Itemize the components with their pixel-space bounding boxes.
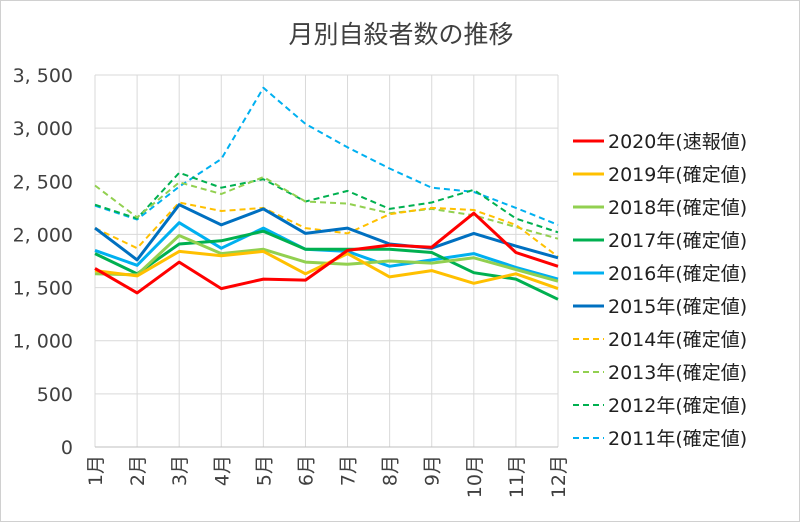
legend-label: 2019年(確定値) — [608, 164, 747, 186]
axes: 0 500 1, 000 1, 500 2, 000 2, 500 3, 000 3, 500… — [13, 65, 570, 498]
x-tick-label: 1月 — [85, 455, 107, 486]
x-tick-label: 10月 — [464, 455, 486, 498]
legend-label: 2012年(確定値) — [608, 395, 747, 417]
legend-label: 2020年(速報値) — [608, 131, 747, 153]
chart-title: 月別自殺者数の推移 — [288, 20, 513, 49]
x-tick-label: 4月 — [211, 455, 233, 486]
legend-label: 2018年(確定値) — [608, 197, 747, 219]
y-tick-label: 3, 500 — [13, 65, 73, 87]
series-line — [94, 229, 559, 301]
x-tick-label: 9月 — [422, 455, 444, 486]
x-tick-label: 2月 — [127, 455, 149, 486]
y-tick-label: 2, 500 — [13, 171, 73, 193]
x-tick-label: 5月 — [253, 455, 275, 486]
series-line — [94, 211, 559, 295]
legend-label: 2016年(確定値) — [608, 263, 747, 285]
x-tick-label: 3月 — [169, 455, 191, 486]
legend-label: 2017年(確定値) — [608, 230, 747, 252]
legend-label: 2015年(確定値) — [608, 296, 747, 318]
y-tick-label: 2, 000 — [13, 224, 73, 246]
y-tick-label: 0 — [61, 437, 73, 459]
series-lines — [94, 86, 559, 301]
series-line — [94, 171, 559, 234]
x-tick-label: 8月 — [380, 455, 402, 486]
x-tick-label: 6月 — [295, 455, 317, 486]
x-tick-label: 11月 — [506, 455, 528, 498]
legend: 2020年(速報値) 2019年(確定値) 2018年(確定値) 2017年(確定値)… — [573, 131, 747, 450]
y-tick-label: 500 — [37, 384, 73, 406]
legend-label: 2014年(確定値) — [608, 329, 747, 351]
legend-label: 2013年(確定値) — [608, 362, 747, 384]
y-tick-label: 1, 500 — [13, 278, 73, 300]
series-line — [94, 203, 559, 262]
legend-label: 2011年(確定値) — [608, 428, 747, 450]
x-tick-label: 7月 — [338, 455, 360, 486]
y-tick-label: 1, 000 — [13, 331, 73, 353]
series-line — [94, 86, 559, 226]
series-line — [94, 176, 559, 240]
x-tick-label: 12月 — [548, 455, 570, 498]
y-tick-label: 3, 000 — [13, 118, 73, 140]
